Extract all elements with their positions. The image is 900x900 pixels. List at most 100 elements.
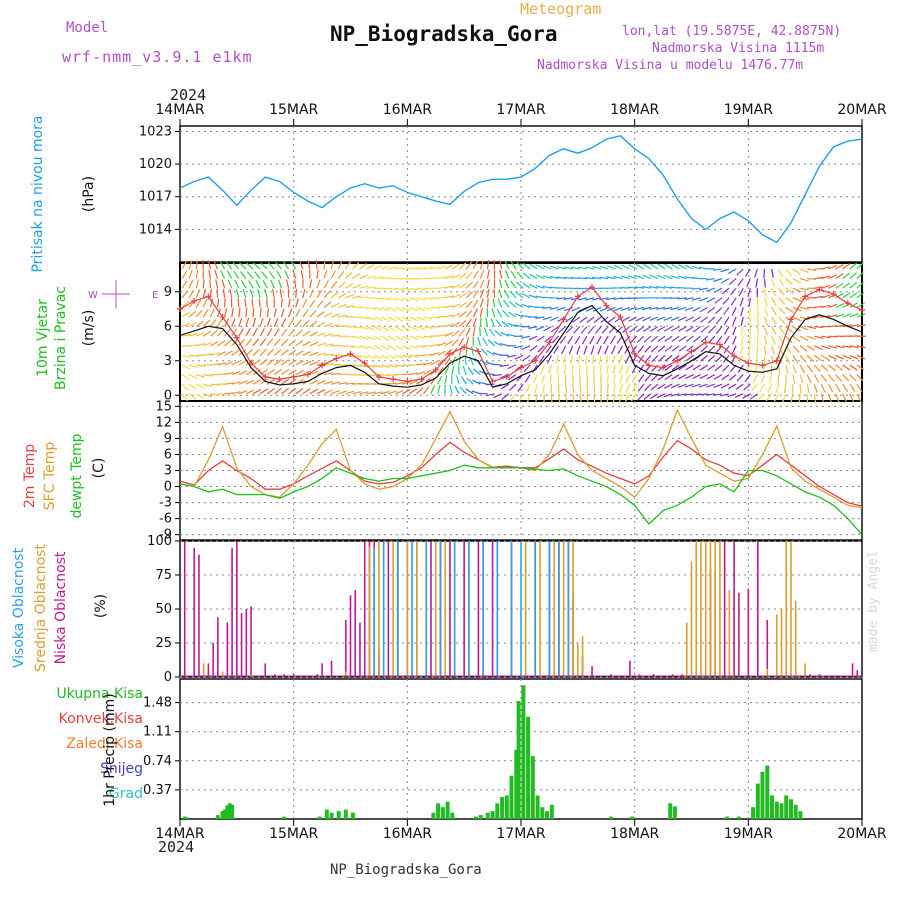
- wind-barb: [444, 348, 452, 356]
- wind-barb: [657, 354, 666, 362]
- wind-barb: [556, 266, 566, 270]
- wind-barb: [259, 348, 268, 356]
- wind-barb: [493, 288, 496, 298]
- wind-barb: [641, 286, 651, 289]
- wind-barb: [775, 384, 780, 393]
- wind-barb: [394, 326, 404, 332]
- wind-barb: [471, 346, 474, 356]
- wind-barb: [692, 306, 701, 312]
- wind-barb: [478, 381, 488, 385]
- wind-barb: [288, 378, 297, 385]
- wind-barb: [771, 268, 774, 278]
- wind-barb: [856, 354, 866, 360]
- wind-barb: [577, 277, 587, 280]
- wind-barb: [245, 262, 254, 270]
- wind-barb: [521, 303, 531, 308]
- wind-gust-marker: [262, 373, 269, 380]
- wind-barb: [485, 372, 495, 376]
- y-tick-label: 1020: [139, 157, 172, 172]
- y-tick-label: 0.74: [143, 754, 172, 769]
- wind-barb: [444, 366, 450, 375]
- wind-barb: [337, 292, 347, 299]
- wind-barb: [828, 325, 838, 328]
- wind-barb: [820, 374, 828, 383]
- wind-barb: [849, 313, 859, 318]
- wind-barb: [225, 261, 233, 270]
- wind-barb: [806, 384, 810, 394]
- wind-barb: [402, 267, 412, 270]
- wind-barb: [188, 383, 197, 390]
- wind-barb: [567, 335, 574, 345]
- wind-barb: [713, 383, 723, 389]
- wind-barb: [451, 330, 460, 337]
- wind-barb: [309, 379, 319, 385]
- wind-barb: [656, 285, 666, 289]
- wind-barb: [373, 326, 383, 332]
- wind-barb: [685, 316, 694, 322]
- wind-barb: [739, 345, 744, 355]
- wind-gust-marker: [276, 376, 283, 383]
- wind-barb: [835, 383, 841, 393]
- wind-barb: [706, 374, 716, 380]
- wind-barb: [635, 274, 644, 280]
- wind-barb: [373, 297, 383, 300]
- wind-barb: [266, 317, 271, 327]
- wind-barb: [699, 306, 709, 313]
- wind-barb: [338, 314, 348, 318]
- wind-barb: [606, 393, 609, 403]
- wind-barb: [564, 316, 574, 323]
- wind-barb: [691, 287, 701, 290]
- wind-gust-marker: [404, 378, 411, 385]
- wind-barb: [763, 316, 769, 326]
- wind-gust-marker: [375, 373, 382, 380]
- wind-barb: [621, 264, 630, 270]
- wind-barb: [459, 386, 467, 395]
- wind-barb: [409, 345, 419, 349]
- wind-barb: [252, 359, 261, 366]
- wind-barb: [300, 269, 304, 279]
- wind-barb: [606, 364, 609, 374]
- wind-barb: [210, 393, 220, 397]
- wind-barb: [720, 393, 730, 397]
- wind-barb: [628, 264, 637, 270]
- wind-barb: [409, 267, 419, 270]
- wind-gust-marker: [688, 348, 695, 355]
- precip-bar: [215, 815, 220, 819]
- wind-barb: [195, 279, 200, 289]
- wind-barb: [309, 299, 316, 308]
- wind-barb: [252, 388, 262, 395]
- wind-barb: [309, 310, 317, 318]
- wind-barb: [615, 326, 623, 334]
- wind-barb: [760, 374, 766, 384]
- wind-barb: [373, 335, 383, 341]
- wind-barb: [778, 355, 782, 365]
- wind-barb: [773, 393, 780, 402]
- wind-barb: [759, 383, 766, 393]
- wind-barb: [181, 383, 189, 391]
- wind-barb: [337, 271, 345, 279]
- wind-barb: [295, 350, 304, 356]
- wind-barb: [451, 338, 459, 347]
- wind-barb: [771, 335, 776, 345]
- wind-barb: [528, 294, 538, 299]
- wind-barb: [231, 328, 238, 337]
- wind-barb: [416, 387, 424, 395]
- wind-barb: [504, 279, 510, 289]
- precip-bar: [440, 807, 445, 819]
- wind-barb: [842, 313, 852, 318]
- wind-barb: [842, 292, 851, 299]
- wind-barb: [501, 393, 510, 400]
- wind-barb: [763, 288, 767, 298]
- wind-barb: [224, 350, 233, 356]
- wind-barb: [814, 335, 824, 339]
- wind-barb: [707, 354, 716, 362]
- wind-barb: [842, 272, 851, 280]
- wind-barb: [642, 263, 652, 270]
- wind-gust-marker: [205, 293, 212, 300]
- wind-barb: [556, 276, 566, 280]
- wind-barb: [821, 284, 831, 289]
- wind-barb: [715, 316, 723, 325]
- wind-barb: [500, 374, 510, 379]
- wind-barb: [181, 322, 191, 328]
- wind-barb: [714, 364, 723, 372]
